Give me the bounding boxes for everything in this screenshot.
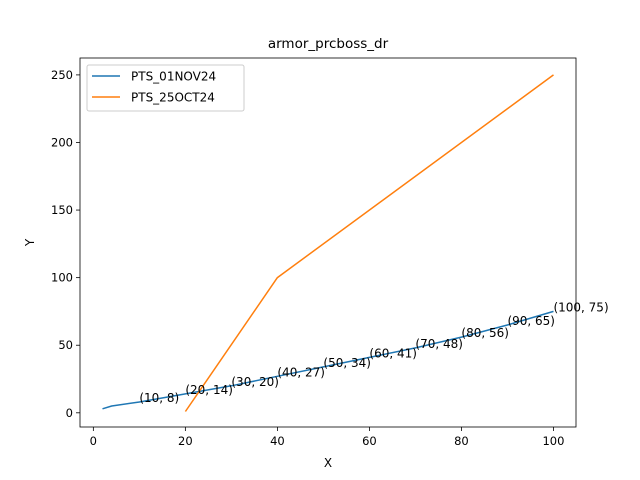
series-line-pts_25oct24 (184, 74, 554, 412)
x-tick-label: 20 (178, 434, 193, 448)
x-tick-label: 60 (362, 434, 377, 448)
y-tick-label: 150 (51, 203, 73, 217)
data-point-label: (10, 8) (139, 391, 179, 405)
y-axis-ticks: 0 50 100 150 200 250 (51, 68, 80, 420)
y-tick-label: 0 (66, 406, 73, 420)
y-tick-label: 50 (58, 338, 73, 352)
x-axis-ticks: 0 20 40 60 80 100 (90, 427, 564, 448)
data-annotations: (10, 8)(20, 14)(30, 20)(40, 27)(50, 34)(… (139, 300, 608, 405)
x-tick-label: 100 (542, 434, 564, 448)
data-point-label: (60, 41) (369, 346, 417, 360)
plot-area (102, 74, 554, 412)
data-point-label: (20, 14) (185, 383, 233, 397)
data-point-label: (100, 75) (553, 300, 608, 314)
data-point-label: (70, 48) (415, 337, 463, 351)
data-point-label: (30, 20) (231, 375, 279, 389)
legend: PTS_01NOV24 PTS_25OCT24 (86, 64, 245, 112)
data-point-label: (50, 34) (323, 356, 371, 370)
y-tick-label: 100 (51, 271, 73, 285)
plot-frame (79, 57, 577, 428)
y-axis-label: Y (23, 238, 37, 247)
data-point-label: (80, 56) (461, 326, 509, 340)
data-point-label: (40, 27) (277, 365, 325, 379)
y-tick-label: 250 (51, 68, 73, 82)
legend-box (86, 64, 245, 112)
legend-label: PTS_25OCT24 (131, 91, 215, 105)
series-line-pts_01nov24 (102, 310, 554, 410)
x-tick-label: 0 (90, 434, 97, 448)
x-axis-label: X (324, 456, 332, 470)
chart-title: armor_prcboss_dr (268, 36, 389, 52)
x-tick-label: 80 (454, 434, 469, 448)
data-point-label: (90, 65) (507, 314, 555, 328)
y-tick-label: 200 (51, 135, 73, 149)
legend-label: PTS_01NOV24 (131, 70, 216, 84)
x-tick-label: 40 (270, 434, 285, 448)
